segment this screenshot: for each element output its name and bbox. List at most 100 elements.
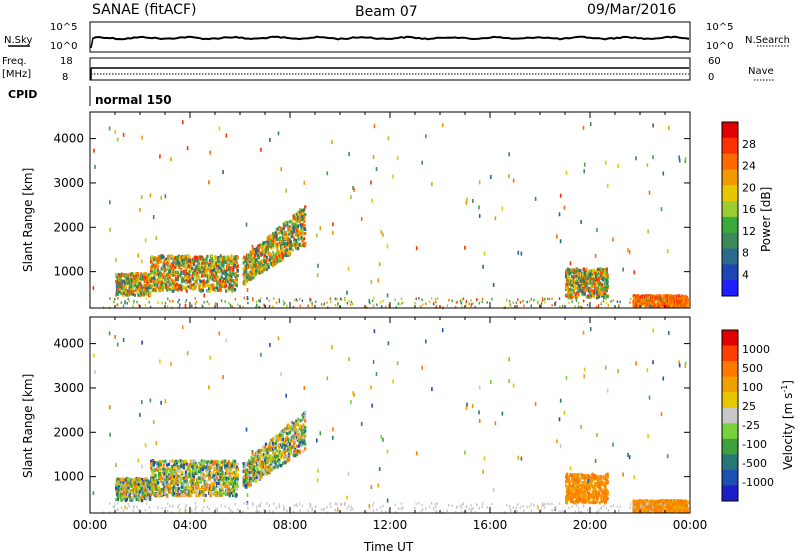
power-echo-cell	[432, 302, 435, 306]
power-echo-cell	[478, 214, 481, 218]
velocity-echo-scatter	[92, 325, 689, 514]
power-echo-cell	[593, 289, 596, 293]
velocity-echo-cell	[165, 488, 168, 492]
velocity-echo-cell	[183, 466, 186, 470]
velocity-echo-cell	[216, 469, 219, 473]
power-echo-cell	[302, 217, 305, 221]
velocity-echo-cell	[171, 459, 174, 463]
velocity-echo-cell	[162, 487, 165, 491]
power-echo-cell	[288, 220, 292, 224]
power-echo-cell	[268, 237, 271, 241]
power-echo-cell	[209, 266, 212, 270]
power-echo-cell	[317, 263, 319, 268]
power-echo-cell	[235, 277, 238, 282]
velocity-echo-cell	[174, 489, 177, 493]
velocity-echo-cell	[289, 448, 292, 452]
power-echo-cell	[595, 286, 598, 290]
velocity-echo-cell	[186, 472, 189, 477]
velocity-echo-cell	[150, 469, 154, 473]
noise-panel: N.Sky 10^5 10^0 10^5 10^0 N.Search	[4, 21, 790, 53]
power-echo-cell	[382, 299, 384, 303]
power-echo-cell	[600, 283, 603, 287]
velocity-echo-cell	[295, 419, 298, 423]
velocity-echo-cell	[210, 492, 213, 496]
velocity-echo-cell	[167, 477, 170, 481]
power-echo-cell	[233, 288, 237, 292]
velocity-echo-cell	[253, 458, 256, 462]
power-echo-cell	[225, 276, 227, 281]
power-echo-cell	[572, 289, 575, 293]
power-echo-cell	[141, 135, 143, 140]
velocity-echo-cell	[236, 462, 239, 466]
power-echo-cell	[176, 271, 179, 275]
power-echo-cell	[415, 297, 417, 301]
velocity-echo-cell	[223, 491, 226, 495]
velocity-echo-cell	[250, 455, 253, 460]
velocity-echo-cell	[266, 460, 269, 464]
velocity-echo-cell	[115, 483, 118, 487]
power-echo-cell	[124, 284, 128, 288]
power-echo-cell	[122, 132, 125, 137]
velocity-echo-cell	[279, 432, 282, 436]
velocity-echo-cell	[131, 481, 134, 485]
power-echo-cell	[172, 263, 175, 267]
power-echo-cell	[515, 301, 518, 304]
power-echo-cell	[283, 245, 286, 249]
power-echo-cell	[476, 298, 478, 301]
velocity-echo-cell	[571, 500, 574, 504]
power-echo-cell	[266, 245, 269, 249]
power-echo-cell	[376, 303, 378, 306]
velocity-echo-cell	[186, 468, 189, 472]
power-echo-cell	[255, 251, 258, 255]
power-echo-cell	[299, 218, 302, 222]
power-echo-cell	[677, 294, 680, 298]
power-echo-cell	[602, 290, 605, 294]
power-echo-cell	[158, 281, 162, 285]
power-echo-cell	[149, 193, 152, 198]
velocity-echo-cell	[260, 468, 263, 472]
velocity-echo-cell	[231, 471, 234, 475]
power-echo-cell	[210, 254, 213, 258]
power-echo-cell	[231, 305, 234, 308]
velocity-echo-cell	[151, 471, 154, 475]
power-echo-cell	[258, 306, 261, 309]
velocity-echo-cell	[235, 481, 238, 485]
power-echo-cell	[461, 306, 463, 309]
velocity-echo-cell	[288, 442, 292, 446]
velocity-echo-cell	[169, 472, 172, 476]
power-echo-cell	[161, 288, 164, 292]
power-echo-cell	[150, 272, 153, 276]
velocity-echo-cell	[259, 459, 262, 463]
velocity-echo-cell	[273, 465, 276, 469]
power-echo-cell	[261, 259, 264, 263]
power-echo-cell	[607, 304, 610, 307]
velocity-echo-cell	[254, 455, 257, 459]
power-echo-cell	[255, 258, 259, 262]
velocity-echo-cell	[246, 476, 249, 481]
velocity-echo-cell	[189, 474, 192, 478]
velocity-echo-cell	[150, 486, 154, 490]
power-echo-cell	[135, 288, 138, 292]
power-echo-cell	[601, 292, 604, 296]
power-echo-cell	[193, 286, 196, 290]
power-echo-cell	[289, 247, 292, 251]
freq-unit-label: [MHz]	[2, 69, 31, 80]
power-echo-cell	[678, 303, 681, 308]
power-echo-cell	[202, 282, 205, 286]
velocity-echo-cell	[146, 484, 149, 489]
velocity-echo-cell	[233, 482, 236, 486]
power-echo-cell	[596, 296, 599, 300]
power-echo-cell	[381, 305, 383, 308]
power-echo-cell	[220, 275, 223, 279]
power-echo-cell	[226, 258, 229, 262]
power-echo-cell	[120, 301, 123, 304]
power-echo-cell	[200, 279, 203, 283]
power-echo-cell	[461, 298, 464, 301]
velocity-echo-cell	[139, 489, 142, 493]
freq-tick-bottom: 8	[62, 72, 68, 83]
power-echo-cell	[199, 267, 202, 272]
power-echo-cell	[604, 284, 607, 289]
velocity-echo-cell	[163, 472, 166, 476]
power-echo-cell	[242, 261, 245, 265]
velocity-echo-cell	[151, 482, 154, 486]
